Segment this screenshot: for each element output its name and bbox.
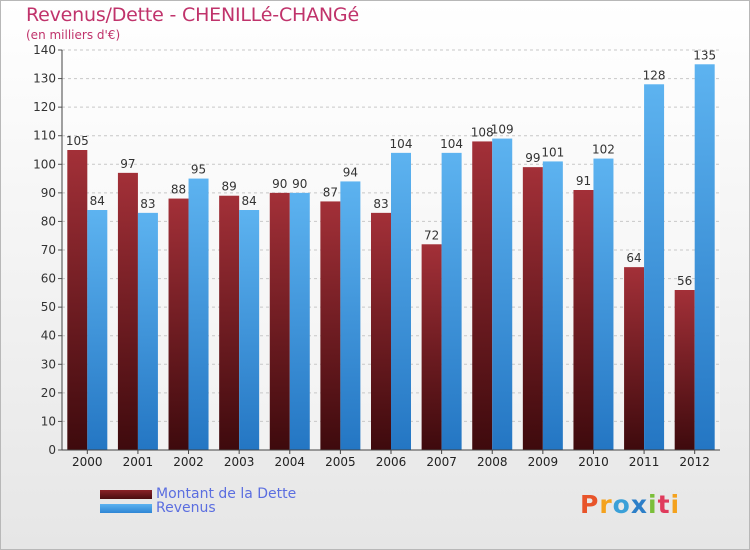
bar-revenue bbox=[87, 210, 108, 450]
bar-debt bbox=[573, 190, 594, 450]
bar-revenue bbox=[542, 161, 563, 450]
data-label-debt: 89 bbox=[222, 180, 237, 194]
bar-revenue bbox=[644, 84, 665, 451]
bar-debt bbox=[624, 267, 645, 450]
logo-letter: i bbox=[648, 490, 658, 519]
data-label-revenue: 94 bbox=[343, 165, 358, 179]
y-tick-label: 60 bbox=[41, 272, 56, 286]
y-tick-label: 70 bbox=[41, 243, 56, 257]
y-tick-label: 10 bbox=[41, 414, 56, 428]
y-tick-label: 90 bbox=[41, 186, 56, 200]
y-tick-label: 130 bbox=[33, 72, 56, 86]
data-label-debt: 64 bbox=[626, 251, 641, 265]
x-tick-label: 2002 bbox=[173, 455, 204, 469]
data-label-debt: 108 bbox=[471, 125, 494, 139]
bar-revenue bbox=[694, 64, 715, 451]
bar-debt bbox=[320, 201, 341, 450]
x-tick-label: 2007 bbox=[426, 455, 457, 469]
logo-letter: r bbox=[599, 490, 613, 519]
y-tick-label: 30 bbox=[41, 357, 56, 371]
logo-letter: t bbox=[657, 490, 671, 519]
bar-revenue bbox=[492, 138, 513, 451]
bar-debt bbox=[421, 244, 442, 450]
data-label-debt: 83 bbox=[373, 197, 388, 211]
bar-revenue bbox=[441, 152, 462, 450]
axes: 0 10 20 30 40 50 60 70 80 90 100 110 120 130 140 2000 20… bbox=[33, 43, 720, 469]
data-label-debt: 90 bbox=[272, 177, 287, 191]
bar-debt bbox=[674, 290, 695, 450]
logo-letter: i bbox=[670, 490, 681, 519]
logo-letter: x bbox=[630, 490, 648, 519]
data-label-debt: 88 bbox=[171, 183, 186, 197]
x-tick-label: 2008 bbox=[477, 455, 508, 469]
bar-debt bbox=[67, 150, 88, 450]
bar-debt bbox=[472, 141, 493, 450]
y-tick-label: 110 bbox=[33, 129, 56, 143]
y-tick-label: 40 bbox=[41, 329, 56, 343]
bar-debt bbox=[168, 198, 189, 450]
y-tick-label: 140 bbox=[33, 43, 56, 57]
bar-revenue bbox=[340, 181, 361, 450]
bar-debt bbox=[371, 212, 391, 450]
bar-debt bbox=[117, 172, 138, 450]
data-label-revenue: 101 bbox=[541, 145, 564, 159]
legend-label-revenue: Revenus bbox=[156, 500, 216, 516]
legend-swatch-debt bbox=[100, 490, 152, 499]
data-label-debt: 56 bbox=[677, 274, 692, 288]
data-label-revenue: 128 bbox=[643, 68, 666, 82]
x-tick-label: 2006 bbox=[376, 455, 407, 469]
logo-letter: o bbox=[612, 490, 631, 519]
y-tick-label: 0 bbox=[48, 443, 56, 457]
y-tick-label: 50 bbox=[41, 300, 56, 314]
data-label-revenue: 84 bbox=[242, 194, 257, 208]
x-tick-label: 2004 bbox=[274, 455, 305, 469]
x-tick-label: 2011 bbox=[629, 455, 660, 469]
data-label-revenue: 95 bbox=[191, 163, 206, 177]
chart-title: Revenus/Dette - CHENILLé-CHANGé bbox=[26, 4, 359, 26]
bar-revenue bbox=[289, 192, 310, 450]
legend-swatch-revenue bbox=[100, 504, 152, 513]
chart-subtitle: (en milliers d'€) bbox=[26, 28, 121, 42]
logo-letter: P bbox=[580, 490, 600, 519]
proxiti-logo: Proxiti bbox=[580, 490, 680, 519]
bar-debt bbox=[269, 192, 290, 450]
data-label-revenue: 135 bbox=[693, 48, 716, 62]
data-label-debt: 87 bbox=[323, 185, 338, 199]
data-label-revenue: 109 bbox=[491, 123, 514, 137]
data-label-revenue: 84 bbox=[90, 194, 105, 208]
data-label-revenue: 90 bbox=[292, 177, 307, 191]
y-tick-label: 80 bbox=[41, 214, 56, 228]
x-tick-label: 2001 bbox=[123, 455, 154, 469]
data-label-debt: 91 bbox=[576, 174, 591, 188]
bar-revenue bbox=[188, 178, 209, 451]
y-tick-label: 120 bbox=[33, 100, 56, 114]
x-tick-label: 2003 bbox=[224, 455, 255, 469]
x-tick-label: 2009 bbox=[528, 455, 559, 469]
x-tick-label: 2005 bbox=[325, 455, 356, 469]
bar-revenue bbox=[137, 212, 158, 450]
data-label-revenue: 83 bbox=[140, 197, 155, 211]
x-tick-label: 2000 bbox=[72, 455, 103, 469]
data-label-revenue: 104 bbox=[390, 137, 413, 151]
data-label-revenue: 104 bbox=[440, 137, 463, 151]
data-label-debt: 105 bbox=[66, 134, 89, 148]
data-label-debt: 99 bbox=[525, 151, 540, 165]
bar-debt bbox=[219, 195, 240, 450]
bar-revenue bbox=[239, 210, 260, 450]
y-tick-label: 100 bbox=[33, 157, 56, 171]
x-tick-label: 2012 bbox=[679, 455, 710, 469]
x-tick-label: 2010 bbox=[578, 455, 609, 469]
legend-label-debt: Montant de la Dette bbox=[156, 486, 297, 502]
data-label-debt: 97 bbox=[120, 157, 135, 171]
data-label-revenue: 102 bbox=[592, 143, 615, 157]
bar-revenue bbox=[593, 158, 614, 451]
bar-debt bbox=[522, 167, 543, 450]
data-label-debt: 72 bbox=[424, 228, 439, 242]
y-tick-label: 20 bbox=[41, 386, 56, 400]
bar-revenue bbox=[391, 152, 411, 450]
